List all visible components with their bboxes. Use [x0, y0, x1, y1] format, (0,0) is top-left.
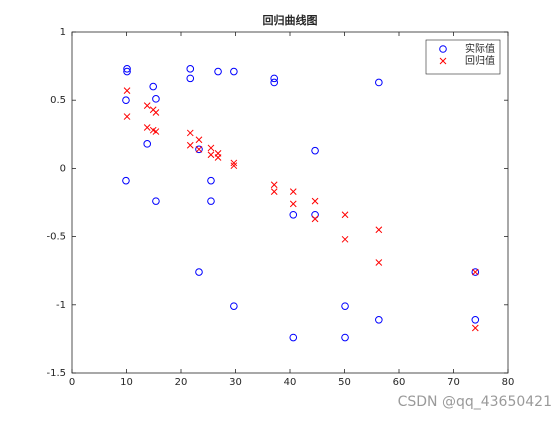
point	[149, 82, 158, 91]
point	[311, 215, 319, 223]
y-tick-label: -1.5	[46, 368, 66, 379]
point	[375, 316, 383, 324]
point	[186, 65, 195, 73]
point	[123, 67, 131, 76]
point	[270, 188, 278, 195]
point	[186, 74, 195, 83]
point	[230, 67, 238, 76]
point	[207, 197, 215, 205]
legend-label: 回归值	[465, 54, 495, 67]
point	[123, 65, 131, 73]
point	[311, 146, 319, 155]
point	[375, 259, 383, 266]
point	[471, 316, 480, 324]
legend-marker	[439, 57, 447, 65]
point	[143, 140, 152, 148]
y-tick-label: 0.5	[50, 95, 66, 106]
point	[207, 151, 215, 159]
point	[270, 74, 278, 83]
chart-title: 回归曲线图	[263, 13, 318, 27]
x-tick-label: 30	[229, 377, 242, 388]
point	[311, 197, 319, 205]
point	[122, 176, 130, 185]
point	[471, 268, 480, 276]
point	[289, 188, 297, 195]
point	[289, 333, 298, 342]
point	[152, 128, 160, 135]
point	[207, 176, 215, 185]
point	[289, 200, 297, 208]
point	[230, 302, 238, 310]
point	[195, 136, 203, 144]
legend-label: 实际值	[465, 42, 495, 55]
legend-box	[425, 39, 501, 75]
point	[152, 109, 160, 116]
point	[289, 210, 298, 219]
x-tick-label: 0	[69, 377, 75, 388]
point	[375, 78, 383, 87]
x-tick-label: 80	[502, 377, 515, 388]
point	[341, 333, 349, 342]
point	[270, 78, 278, 87]
point	[186, 141, 194, 149]
x-tick-label: 10	[120, 377, 133, 388]
point	[341, 302, 349, 310]
y-tick-label: 1	[60, 27, 66, 38]
point	[195, 145, 203, 153]
point	[311, 210, 319, 219]
point	[230, 162, 238, 170]
x-tick-label: 20	[175, 377, 188, 388]
plot-area	[71, 31, 509, 374]
point	[123, 113, 131, 120]
x-tick-label: 40	[284, 377, 297, 388]
y-tick-label: -1	[56, 300, 66, 311]
point	[195, 268, 203, 276]
point	[471, 268, 479, 276]
point	[270, 181, 278, 189]
point	[471, 324, 479, 332]
point	[341, 211, 349, 219]
point	[152, 197, 160, 205]
point	[341, 235, 349, 243]
point	[207, 144, 215, 152]
point	[143, 102, 151, 110]
watermark: CSDN @qq_43650421	[398, 394, 552, 410]
point	[375, 226, 383, 234]
point	[186, 129, 194, 137]
y-tick-label: 0	[60, 163, 66, 174]
x-tick-label: 50	[338, 377, 351, 388]
x-tick-label: 60	[393, 377, 406, 388]
point	[214, 154, 222, 161]
point	[214, 67, 222, 76]
point	[122, 96, 130, 104]
x-tick-label: 70	[447, 377, 460, 388]
point	[230, 159, 238, 167]
y-tick-label: -0.5	[46, 232, 66, 243]
point	[123, 87, 131, 95]
point	[195, 145, 203, 154]
legend-marker	[439, 45, 447, 53]
point	[152, 95, 160, 103]
point	[143, 124, 151, 131]
